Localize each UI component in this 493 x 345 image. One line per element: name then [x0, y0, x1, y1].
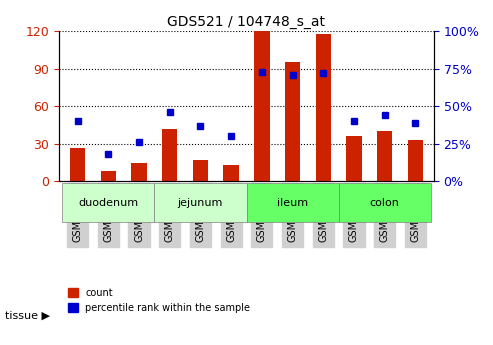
Bar — [193, 160, 208, 181]
Bar — [162, 129, 177, 181]
Title: GDS521 / 104748_s_at: GDS521 / 104748_s_at — [168, 14, 325, 29]
Bar — [346, 136, 362, 181]
Bar — [254, 30, 270, 181]
Text: colon: colon — [370, 198, 400, 208]
Bar — [285, 62, 300, 181]
Bar — [408, 140, 423, 181]
Bar — [377, 131, 392, 181]
Bar — [316, 33, 331, 181]
Bar — [223, 165, 239, 181]
FancyBboxPatch shape — [62, 184, 154, 222]
Legend: count, percentile rank within the sample: count, percentile rank within the sample — [64, 284, 254, 316]
FancyBboxPatch shape — [339, 184, 431, 222]
FancyBboxPatch shape — [154, 184, 246, 222]
Bar — [131, 162, 147, 181]
FancyBboxPatch shape — [246, 184, 339, 222]
Bar — [101, 171, 116, 181]
Text: jejunum: jejunum — [178, 198, 223, 208]
Text: tissue ▶: tissue ▶ — [5, 311, 50, 321]
Text: duodenum: duodenum — [78, 198, 139, 208]
Text: ileum: ileum — [277, 198, 308, 208]
Bar — [70, 148, 85, 181]
